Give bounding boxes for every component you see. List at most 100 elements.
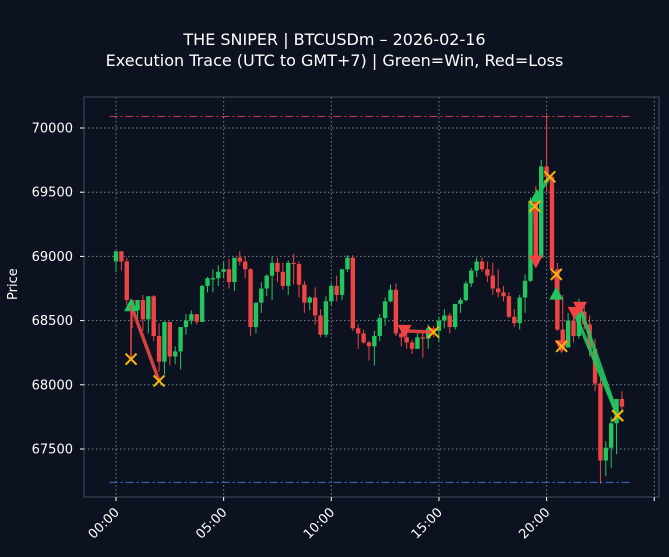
x-tick-label: 00:00 (86, 505, 123, 542)
candle-up (436, 320, 442, 331)
candle-up (259, 288, 264, 303)
sell-entry-triangle-icon (567, 306, 582, 320)
buy-entry-triangle-icon (529, 189, 544, 203)
trade-path (533, 206, 538, 262)
y-tick-label: 68000 (32, 378, 73, 393)
x-tick-label: 05:00 (193, 505, 230, 542)
candle-down (119, 251, 124, 262)
candle-down (296, 264, 302, 285)
candle-up (442, 315, 447, 321)
reference-lines (109, 115, 633, 483)
candle-up (205, 278, 210, 286)
candle-down (506, 296, 512, 317)
candle-down (280, 271, 286, 286)
candle-down (495, 288, 501, 293)
candle-down (544, 166, 549, 177)
candle-down (619, 398, 625, 407)
candle-down (447, 315, 452, 328)
candle-up (565, 320, 571, 348)
candle-down (361, 333, 366, 343)
candle-down (350, 257, 356, 329)
candle-up (189, 314, 194, 321)
candle-up (183, 320, 189, 328)
candle-up (221, 269, 226, 272)
candle-up (415, 337, 420, 349)
chart-title: THE SNIPER | BTCUSDm – 2026-02-16 (183, 30, 486, 49)
candle-up (388, 289, 393, 302)
exit-x-icon (543, 170, 557, 183)
candle-up (199, 285, 205, 322)
x-tick-label: 15:00 (409, 505, 446, 542)
candle-down (334, 285, 339, 295)
candle-down (485, 269, 490, 276)
candle-up (269, 262, 275, 276)
candle-up (608, 423, 614, 448)
candle-down (404, 337, 409, 343)
candle-down (167, 321, 173, 357)
candle-down (226, 269, 232, 283)
y-axis-ticks: 67500 68000 68500 69000 69500 70000 (32, 122, 84, 458)
candle-down (479, 261, 485, 270)
candle-up (372, 336, 377, 347)
candle-up (339, 269, 345, 295)
trade-path (404, 329, 434, 334)
candle-up (162, 321, 167, 362)
candle-down (194, 314, 199, 322)
candle-up (135, 300, 140, 311)
candle-down (512, 316, 517, 324)
candle-down (366, 342, 372, 347)
exit-x-icon (611, 409, 624, 422)
candle-up (232, 257, 237, 283)
candle-down (501, 292, 506, 297)
y-tick-label: 70000 (32, 122, 73, 137)
trade-markers (124, 170, 624, 422)
candle-up (474, 261, 479, 271)
candle-up (173, 351, 178, 357)
candle-up (469, 270, 474, 284)
candle-down (431, 328, 436, 331)
candle-up (323, 301, 329, 335)
candle-up (528, 201, 533, 281)
exit-x-icon (152, 374, 166, 388)
exit-x-icon (528, 200, 541, 213)
candle-down (393, 289, 399, 334)
candle-down (237, 257, 242, 262)
candle-down (490, 275, 495, 289)
candle-up (463, 283, 469, 301)
candle-down (156, 336, 162, 362)
candle-down (560, 329, 565, 348)
candle-up (452, 303, 458, 328)
trade-path (129, 304, 161, 382)
candle-up (264, 275, 269, 289)
exit-x-icon (124, 352, 138, 366)
candle-down (420, 337, 426, 339)
candle-down (598, 383, 603, 461)
candle-up (517, 297, 522, 324)
candle-up (113, 251, 119, 262)
candle-down (124, 261, 129, 301)
chart-subtitle: Execution Trace (UTC to GMT+7) | Green=W… (105, 51, 564, 70)
candle-up (603, 447, 609, 461)
sell-entry-triangle-icon (528, 255, 543, 269)
candle-up (377, 318, 382, 337)
candle-down (140, 300, 146, 320)
y-tick-label: 69500 (32, 186, 73, 201)
buy-entry-triangle-icon (124, 298, 139, 312)
plot-frame (83, 96, 660, 498)
y-tick-label: 69000 (32, 250, 73, 265)
candle-up (216, 271, 221, 279)
candle-up (146, 296, 151, 320)
candle-down (302, 284, 307, 303)
candle-down (549, 176, 555, 270)
candle-up (178, 327, 183, 352)
candle-down (242, 261, 248, 270)
exit-x-icon (550, 268, 563, 281)
candle-up (539, 166, 544, 258)
x-axis-ticks: 00:00 05:00 10:00 15:00 20:00 (86, 497, 655, 542)
candle-down (312, 297, 318, 316)
candle-down (356, 328, 361, 334)
x-tick-label: 20:00 (516, 505, 553, 542)
x-tick-label: 10:00 (301, 505, 338, 542)
trade-path (572, 312, 620, 417)
